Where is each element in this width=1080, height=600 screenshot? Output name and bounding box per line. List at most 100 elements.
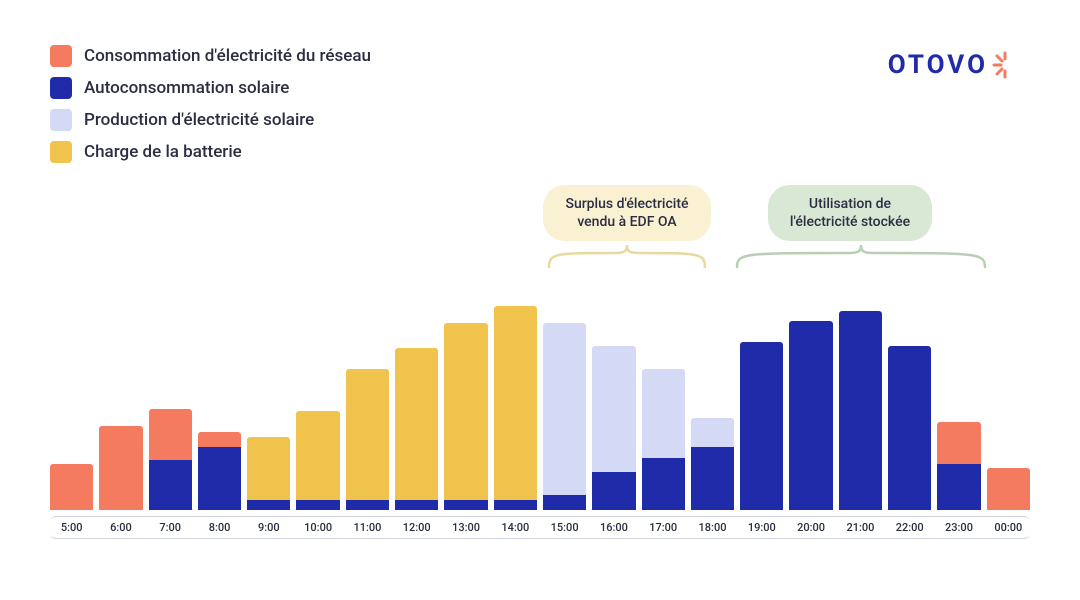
- bar-slot: [789, 300, 832, 510]
- brand-logo: OTOVO: [888, 50, 1020, 80]
- bar-segment: [346, 369, 389, 499]
- legend-swatch: [50, 109, 72, 131]
- bar-stack: [149, 409, 192, 510]
- brace-icon: [547, 243, 707, 269]
- legend-label: Consommation d'électricité du réseau: [84, 46, 371, 66]
- bar-stack: [99, 426, 142, 510]
- x-axis: 5:006:007:008:009:0010:0011:0012:0013:00…: [50, 516, 1030, 539]
- legend-swatch: [50, 45, 72, 67]
- bar-slot: [691, 300, 734, 510]
- bar-stack: [937, 422, 980, 510]
- bar-slot: [99, 300, 142, 510]
- x-axis-label: 8:00: [198, 521, 241, 534]
- bar-segment: [543, 495, 586, 510]
- bar-segment: [296, 500, 339, 511]
- x-axis-label: 5:00: [50, 521, 93, 534]
- bar-stack: [198, 432, 241, 510]
- bar-segment: [247, 500, 290, 511]
- bar-slot: [987, 300, 1030, 510]
- x-axis-label: 12:00: [395, 521, 438, 534]
- bar-slot: [592, 300, 635, 510]
- legend-swatch: [50, 77, 72, 99]
- bar-segment: [987, 468, 1030, 510]
- bar-segment: [592, 346, 635, 472]
- bar-stack: [987, 468, 1030, 510]
- bar-segment: [642, 369, 685, 457]
- bar-stack: [296, 411, 339, 510]
- x-axis-label: 14:00: [494, 521, 537, 534]
- bar-segment: [198, 432, 241, 447]
- bar-segment: [691, 418, 734, 447]
- annotation: Surplus d'électricitévendu à EDF OA: [527, 185, 727, 269]
- bar-stack: [592, 346, 635, 510]
- legend-label: Charge de la batterie: [84, 142, 242, 162]
- bar-stack: [395, 348, 438, 510]
- legend-item: Autoconsommation solaire: [50, 77, 371, 99]
- x-axis-label: 18:00: [691, 521, 734, 534]
- logo-text: OTOVO: [888, 50, 988, 80]
- bar-stack: [740, 342, 783, 510]
- x-axis-label: 23:00: [937, 521, 980, 534]
- bar-stack: [247, 437, 290, 511]
- x-axis-label: 10:00: [296, 521, 339, 534]
- x-axis-label: 7:00: [149, 521, 192, 534]
- bar-segment: [149, 460, 192, 510]
- x-axis-label: 11:00: [346, 521, 389, 534]
- bar-segment: [444, 500, 487, 511]
- brace-icon: [735, 243, 987, 269]
- bar-stack: [642, 369, 685, 510]
- bar-segment: [789, 321, 832, 510]
- x-axis-label: 17:00: [642, 521, 685, 534]
- bar-segment: [444, 323, 487, 499]
- bar-slot: [543, 300, 586, 510]
- legend-label: Autoconsommation solaire: [84, 78, 289, 98]
- bar-segment: [346, 500, 389, 511]
- bar-stack: [444, 323, 487, 510]
- spark-icon: [990, 50, 1020, 80]
- bar-segment: [296, 411, 339, 499]
- x-axis-label: 00:00: [987, 521, 1030, 534]
- bar-segment: [543, 323, 586, 495]
- bar-slot: [740, 300, 783, 510]
- bar-slot: [642, 300, 685, 510]
- bar-segment: [691, 447, 734, 510]
- bar-segment: [888, 346, 931, 510]
- bar-slot: [247, 300, 290, 510]
- bar-slot: [444, 300, 487, 510]
- x-axis-label: 16:00: [592, 521, 635, 534]
- x-axis-label: 15:00: [543, 521, 586, 534]
- legend: Consommation d'électricité du réseau Auto…: [50, 45, 371, 173]
- bar-slot: [937, 300, 980, 510]
- x-axis-label: 13:00: [444, 521, 487, 534]
- bar-slot: [395, 300, 438, 510]
- bar-segment: [198, 447, 241, 510]
- bar-segment: [592, 472, 635, 510]
- bar-stack: [346, 369, 389, 510]
- bar-segment: [494, 306, 537, 499]
- bar-stack: [888, 346, 931, 510]
- x-axis-label: 6:00: [99, 521, 142, 534]
- bar-slot: [296, 300, 339, 510]
- x-axis-label: 22:00: [888, 521, 931, 534]
- x-axis-label: 20:00: [789, 521, 832, 534]
- bar-segment: [99, 426, 142, 510]
- legend-item: Charge de la batterie: [50, 141, 371, 163]
- bar-stack: [839, 311, 882, 511]
- annotation-pill: Surplus d'électricitévendu à EDF OA: [543, 185, 710, 241]
- bar-segment: [149, 409, 192, 459]
- bar-segment: [937, 464, 980, 510]
- legend-item: Production d'électricité solaire: [50, 109, 371, 131]
- bar-segment: [247, 437, 290, 500]
- bar-slot: [50, 300, 93, 510]
- bar-chart: [50, 300, 1030, 510]
- bar-segment: [839, 311, 882, 511]
- bar-segment: [642, 458, 685, 511]
- bar-segment: [494, 500, 537, 511]
- bar-slot: [888, 300, 931, 510]
- x-axis-label: 21:00: [839, 521, 882, 534]
- bar-segment: [740, 342, 783, 510]
- bar-slot: [346, 300, 389, 510]
- bar-slot: [494, 300, 537, 510]
- bar-slot: [149, 300, 192, 510]
- legend-swatch: [50, 141, 72, 163]
